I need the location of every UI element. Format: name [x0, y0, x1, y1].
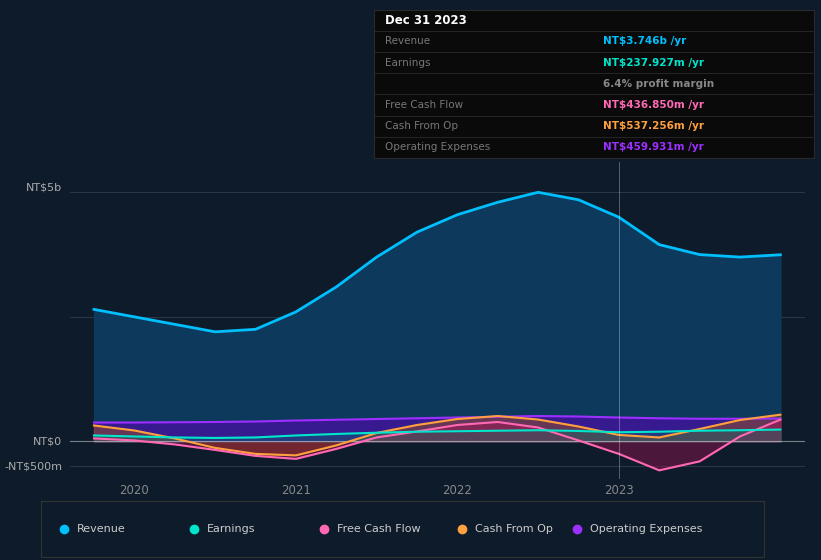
Text: Free Cash Flow: Free Cash Flow — [337, 524, 421, 534]
Text: NT$459.931m /yr: NT$459.931m /yr — [603, 142, 704, 152]
Text: NT$0: NT$0 — [34, 436, 62, 446]
Text: Revenue: Revenue — [385, 36, 430, 46]
Text: -NT$500m: -NT$500m — [4, 461, 62, 472]
Text: Earnings: Earnings — [207, 524, 255, 534]
Text: NT$3.746b /yr: NT$3.746b /yr — [603, 36, 686, 46]
Text: Earnings: Earnings — [385, 58, 431, 68]
Text: Operating Expenses: Operating Expenses — [385, 142, 491, 152]
Text: Cash From Op: Cash From Op — [385, 121, 458, 131]
Text: NT$5b: NT$5b — [26, 183, 62, 192]
Text: Free Cash Flow: Free Cash Flow — [385, 100, 464, 110]
Text: Dec 31 2023: Dec 31 2023 — [385, 13, 467, 27]
Text: 6.4% profit margin: 6.4% profit margin — [603, 79, 714, 88]
Text: NT$237.927m /yr: NT$237.927m /yr — [603, 58, 704, 68]
Text: Cash From Op: Cash From Op — [475, 524, 553, 534]
Text: Operating Expenses: Operating Expenses — [590, 524, 703, 534]
Text: NT$537.256m /yr: NT$537.256m /yr — [603, 121, 704, 131]
Text: NT$436.850m /yr: NT$436.850m /yr — [603, 100, 704, 110]
Text: Revenue: Revenue — [77, 524, 126, 534]
